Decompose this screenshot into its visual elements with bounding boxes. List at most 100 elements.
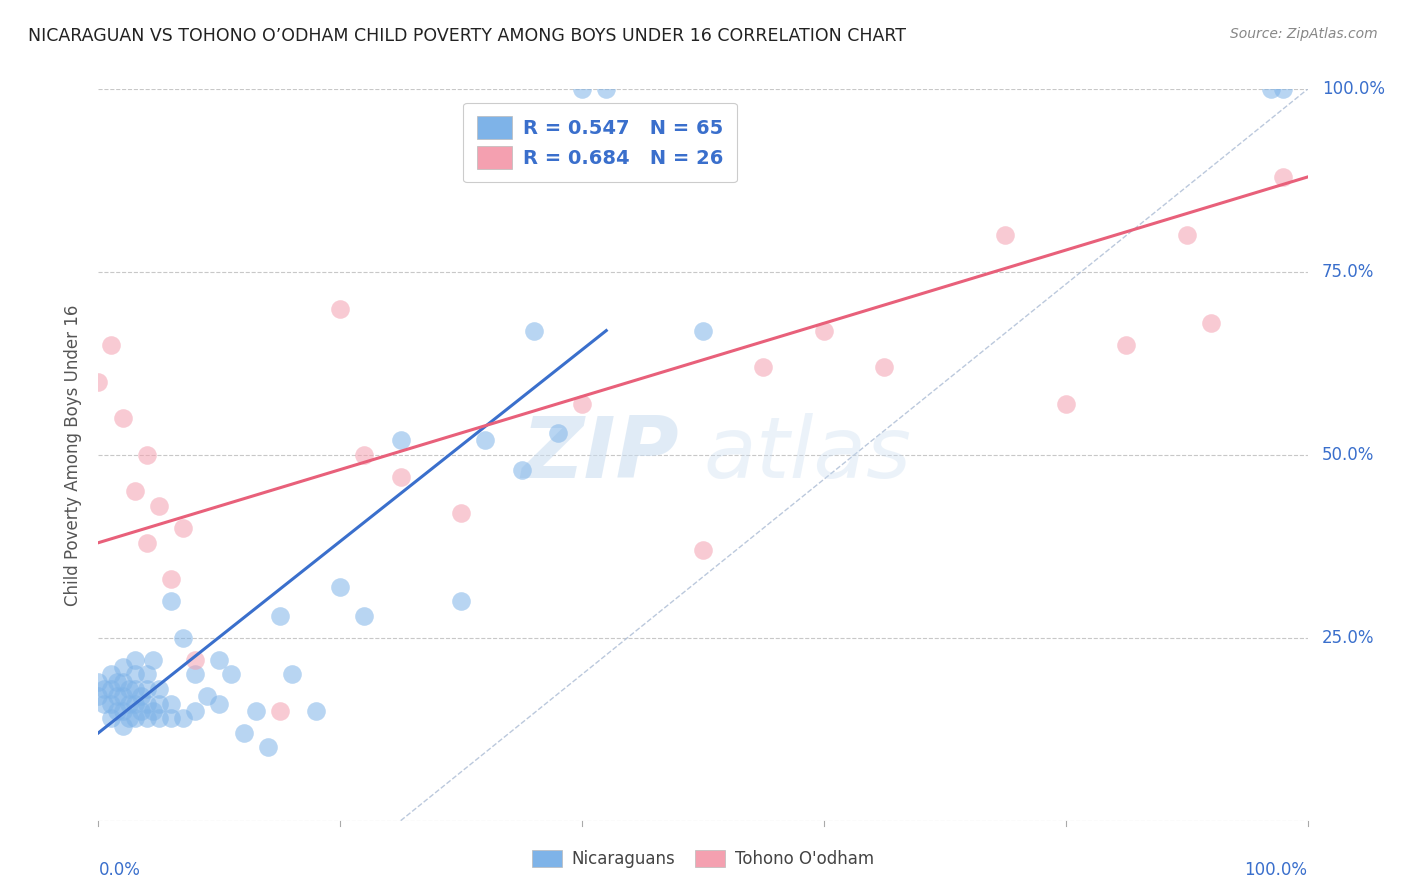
Point [269,704,291,718]
Point [87,375,110,389]
Text: 50.0%: 50.0% [1322,446,1375,464]
Point [329,580,352,594]
Point [305,704,328,718]
Text: Source: ZipAtlas.com: Source: ZipAtlas.com [1230,27,1378,41]
Point [1272,82,1295,96]
Point [184,653,207,667]
Point [100,681,122,696]
Point [571,82,593,96]
Text: NICARAGUAN VS TOHONO O’ODHAM CHILD POVERTY AMONG BOYS UNDER 16 CORRELATION CHART: NICARAGUAN VS TOHONO O’ODHAM CHILD POVER… [28,27,905,45]
Point [148,681,170,696]
Point [873,360,896,375]
Point [1272,169,1295,184]
Point [172,521,194,535]
Point [1054,397,1077,411]
Point [208,653,231,667]
Point [1260,82,1282,96]
Point [111,718,134,732]
Point [135,535,157,549]
Point [129,704,152,718]
Point [752,360,775,375]
Point [692,543,714,558]
Point [124,484,146,499]
Point [160,697,183,711]
Point [208,697,231,711]
Point [1175,228,1198,243]
Point [571,397,593,411]
Point [256,740,278,755]
Point [100,667,122,681]
Text: 25.0%: 25.0% [1322,629,1375,647]
Point [118,681,141,696]
Legend: R = 0.547   N = 65, R = 0.684   N = 26: R = 0.547 N = 65, R = 0.684 N = 26 [463,103,737,183]
Point [389,470,412,484]
Point [269,608,291,623]
Point [135,697,157,711]
Point [195,690,218,704]
Legend: Nicaraguans, Tohono O'odham: Nicaraguans, Tohono O'odham [524,843,882,875]
Point [547,425,569,440]
Point [160,711,183,725]
Point [93,697,115,711]
Point [172,631,194,645]
Point [135,681,157,696]
Point [510,462,533,476]
Point [135,667,157,681]
Point [93,681,115,696]
Point [813,324,835,338]
Point [160,572,183,586]
Text: 0.0%: 0.0% [98,861,141,879]
Point [1199,316,1222,330]
Point [474,434,496,448]
Point [124,697,146,711]
Point [450,594,472,608]
Point [142,704,165,718]
Point [142,653,165,667]
Point [692,324,714,338]
Point [523,324,546,338]
Point [148,499,170,513]
Point [245,704,267,718]
Text: 100.0%: 100.0% [1322,80,1385,98]
Point [994,228,1017,243]
Point [105,704,128,718]
Point [129,690,152,704]
Point [124,653,146,667]
Text: ZIP: ZIP [522,413,679,497]
Point [184,667,207,681]
Point [595,82,617,96]
Point [1115,338,1137,352]
Point [105,674,128,689]
Text: 100.0%: 100.0% [1244,861,1308,879]
Point [111,411,134,425]
Point [111,704,134,718]
Point [135,448,157,462]
Point [329,301,352,316]
Point [148,697,170,711]
Point [100,697,122,711]
Text: atlas: atlas [703,413,911,497]
Point [281,667,304,681]
Text: 75.0%: 75.0% [1322,263,1375,281]
Point [111,690,134,704]
Point [389,434,412,448]
Point [135,711,157,725]
Point [450,507,472,521]
Point [100,338,122,352]
Point [232,726,254,740]
Point [87,690,110,704]
Point [172,711,194,725]
Point [100,711,122,725]
Point [353,448,375,462]
Point [111,674,134,689]
Y-axis label: Child Poverty Among Boys Under 16: Child Poverty Among Boys Under 16 [63,304,82,606]
Point [105,690,128,704]
Point [87,674,110,689]
Point [118,697,141,711]
Point [124,711,146,725]
Point [160,594,183,608]
Point [148,711,170,725]
Point [124,667,146,681]
Point [111,660,134,674]
Point [221,667,243,681]
